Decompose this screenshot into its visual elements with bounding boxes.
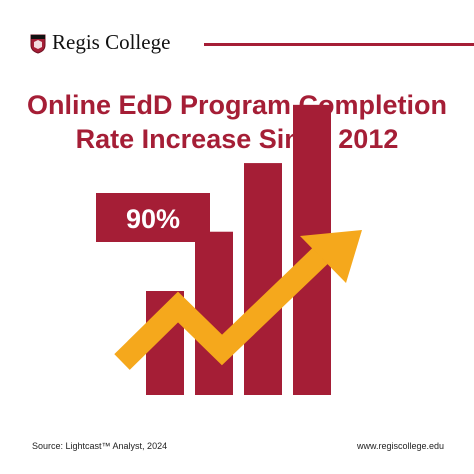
title-line-1: Online EdD Program Completion	[26, 90, 448, 120]
callout-box	[96, 193, 210, 242]
header: Regis College	[30, 30, 474, 60]
trend-arrow-head	[300, 230, 362, 283]
source-note: Source: Lightcast™ Analyst, 2024	[32, 441, 168, 451]
bar-3	[244, 163, 282, 395]
bars-group	[146, 104, 331, 395]
regis-shield-icon	[30, 34, 46, 54]
callout-value: 90%	[126, 204, 180, 234]
trend-arrow-shaft	[114, 248, 328, 370]
callout-group: 90%	[96, 193, 210, 242]
brand-name: Regis College	[52, 30, 171, 54]
title-line-2: Rate Increase Since 2012	[75, 124, 399, 154]
bar-2	[195, 231, 233, 395]
website-url: www.regiscollege.edu	[356, 441, 444, 451]
header-rule	[204, 43, 474, 46]
trend-arrow-icon	[114, 230, 362, 370]
page-title: Online EdD Program Completion Rate Incre…	[0, 88, 474, 156]
